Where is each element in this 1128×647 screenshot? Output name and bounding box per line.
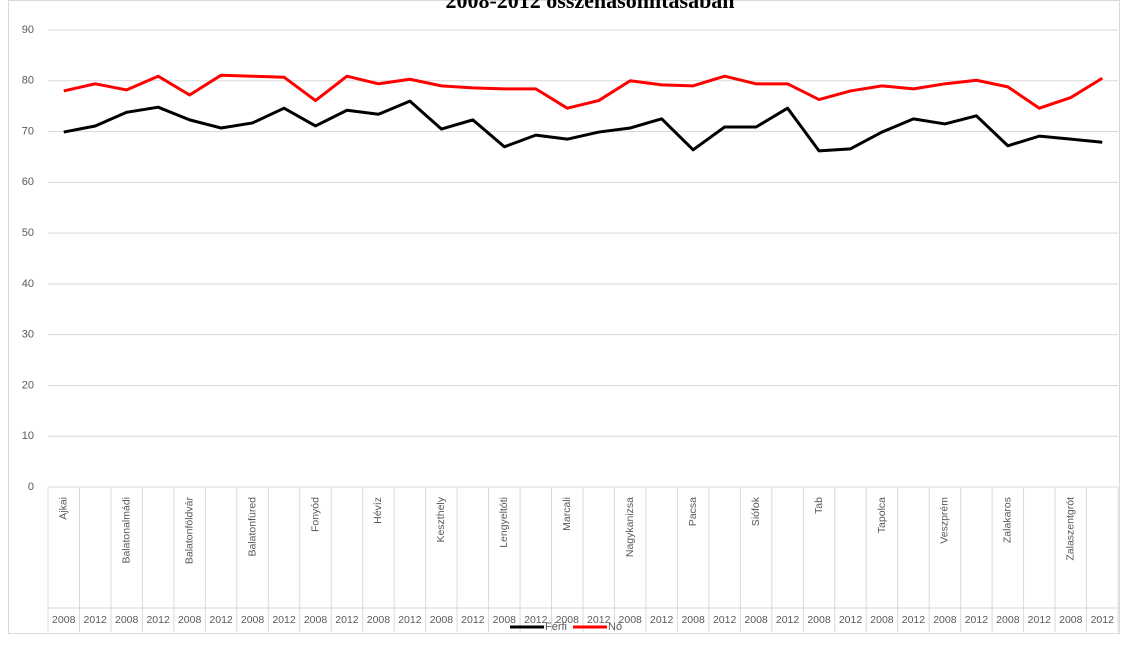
y-tick-label: 30 bbox=[22, 329, 34, 341]
y-tick-label: 90 bbox=[22, 24, 34, 36]
x-tick-label: 2008 bbox=[1059, 614, 1083, 626]
x-tick-label: 2012 bbox=[839, 614, 863, 626]
x-tick-label: 2008 bbox=[870, 614, 894, 626]
category-group-label: Zalakaros bbox=[1002, 497, 1014, 543]
x-tick-label: 2012 bbox=[650, 614, 674, 626]
category-group-label: Fonyód bbox=[309, 497, 321, 532]
category-group-label: Tapolca bbox=[876, 497, 888, 533]
category-group-label: Nagykanizsa bbox=[624, 497, 636, 557]
legend-label: Nő bbox=[608, 621, 622, 633]
x-tick-label: 2008 bbox=[681, 614, 705, 626]
x-tick-label: 2012 bbox=[272, 614, 296, 626]
y-tick-label: 50 bbox=[22, 227, 34, 239]
x-tick-label: 2012 bbox=[209, 614, 233, 626]
y-tick-label: 10 bbox=[22, 430, 34, 442]
category-group-label: Pacsa bbox=[687, 497, 699, 526]
x-tick-label: 2012 bbox=[1028, 614, 1052, 626]
y-tick-label: 0 bbox=[28, 481, 34, 493]
x-tick-label: 2008 bbox=[430, 614, 454, 626]
line-series bbox=[63, 99, 1103, 153]
x-tick-label: 2012 bbox=[776, 614, 800, 626]
x-tick-label: 2012 bbox=[398, 614, 422, 626]
x-tick-label: 2008 bbox=[556, 614, 580, 626]
x-tick-label: 2012 bbox=[335, 614, 359, 626]
x-tick-label: 2008 bbox=[744, 614, 768, 626]
x-tick-label: 2012 bbox=[1091, 614, 1115, 626]
y-tick-label: 70 bbox=[22, 125, 34, 137]
y-tick-label: 80 bbox=[22, 75, 34, 87]
chart-title: 2008-2012 összehasonlításában bbox=[445, 0, 734, 13]
x-tick-label: 2008 bbox=[115, 614, 139, 626]
category-group-label: Balatonalmádi bbox=[120, 497, 132, 564]
category-group-label: Balatonfüred bbox=[246, 497, 258, 557]
x-tick-label: 2008 bbox=[493, 614, 517, 626]
x-tick-label: 2008 bbox=[304, 614, 328, 626]
x-tick-label: 2012 bbox=[84, 614, 108, 626]
category-group-label: Marcali bbox=[561, 497, 573, 531]
x-tick-label: 2008 bbox=[619, 614, 643, 626]
category-group-label: Siófok bbox=[750, 496, 762, 526]
category-group-label: Tab bbox=[813, 497, 825, 514]
category-group-label: Ajkai bbox=[58, 497, 70, 520]
category-group-label: Hévíz bbox=[372, 497, 384, 524]
x-tick-label: 2012 bbox=[524, 614, 548, 626]
line-series bbox=[63, 73, 1104, 110]
chart-frame bbox=[8, 0, 1120, 634]
x-tick-label: 2008 bbox=[52, 614, 76, 626]
y-tick-label: 40 bbox=[22, 278, 34, 290]
x-tick-label: 2008 bbox=[241, 614, 265, 626]
x-tick-label: 2008 bbox=[996, 614, 1020, 626]
x-tick-label: 2012 bbox=[965, 614, 989, 626]
category-group-label: Lengyeltóti bbox=[498, 497, 510, 548]
legend-label: Férfi bbox=[545, 621, 567, 633]
x-tick-label: 2008 bbox=[933, 614, 957, 626]
x-tick-label: 2012 bbox=[461, 614, 485, 626]
category-group-label: Veszprém bbox=[939, 497, 951, 544]
x-tick-label: 2012 bbox=[713, 614, 737, 626]
y-tick-label: 20 bbox=[22, 379, 34, 391]
category-group-label: Balatonföldvár bbox=[183, 497, 195, 565]
category-group-label: Zalaszentgrót bbox=[1065, 497, 1077, 561]
x-tick-label: 2012 bbox=[902, 614, 926, 626]
x-tick-label: 2012 bbox=[146, 614, 170, 626]
y-tick-label: 60 bbox=[22, 176, 34, 188]
category-group-label: Keszthely bbox=[435, 496, 447, 542]
x-tick-label: 2008 bbox=[367, 614, 391, 626]
x-tick-label: 2008 bbox=[807, 614, 831, 626]
x-tick-label: 2008 bbox=[178, 614, 202, 626]
x-tick-label: 2012 bbox=[587, 614, 611, 626]
